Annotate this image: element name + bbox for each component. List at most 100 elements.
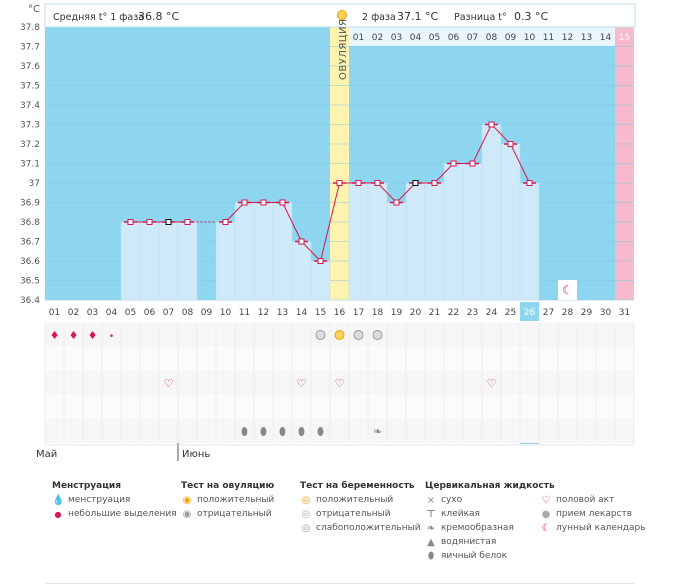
pregnancy-positive-icon: ◎ [301,495,311,506]
cycle-day-label: 29 [581,308,593,318]
temperature-bar [158,221,179,301]
symptom-row [45,347,634,371]
luteal-day-label: 02 [372,33,383,43]
luteal-day-label: 09 [505,33,517,43]
menstruation-drop-icon: ♦ [69,329,79,342]
luteal-day-label: 08 [486,33,498,43]
cervical-fluid-icon: ⬮ [279,425,286,438]
cycle-day-label: 15 [315,308,326,318]
cycle-day-label: 25 [505,308,516,318]
moon-cell [558,280,577,300]
sticky-icon: ⊤ [426,509,436,520]
legend-cervical-creamy: ❧ кремообразная [426,523,514,534]
today-marker [520,302,539,321]
temperature-point [279,199,286,206]
legend-ovulation-positive: ◉ положительный [182,495,275,506]
symptom-row [45,419,634,443]
luteal-day-label: 01 [353,33,364,43]
temperature-point [298,238,305,245]
legend-ovulation-test-title: Тест на овуляцию [181,481,275,491]
temperature-bar [519,182,540,301]
pill-icon: ● [541,509,551,520]
temperature-segment [510,143,530,184]
cycle-day-label: 28 [562,308,574,318]
symptom-row [45,395,634,419]
legend-cervical-dry: × сухо [426,495,463,506]
temperature-bar [405,182,426,301]
cycle-day-label: 30 [600,308,612,318]
temperature-bar [500,143,521,301]
eggwhite-icon: ⬮ [427,551,435,562]
ovulation-test-icon [315,330,326,340]
diff-label: Разница t° [454,12,507,23]
cycle-day-label: 08 [182,308,194,318]
creamy-icon: ❧ [426,523,436,534]
temperature-point [507,141,514,147]
small-drop-icon: ● [54,510,62,519]
drop-icon: 💧 [52,495,65,506]
legend-cervical-eggwhite: ⬮ яичный белок [425,551,507,562]
cycle-day-label: 13 [277,308,288,318]
temperature-point [165,219,172,225]
phase1-label: Средняя t° 1 фаза [53,12,144,23]
cervical-fluid-icon: ⬮ [241,425,248,438]
menstruation-drop-icon: ♦ [50,329,60,342]
luteal-day-label: 10 [524,33,536,43]
y-tick-label: 36.6 [20,257,40,267]
temperature-point [184,219,191,225]
y-tick-label: 37.1 [20,160,40,170]
cervical-fluid-icon: ⬮ [260,425,267,438]
temperature-point [336,180,343,186]
luteal-day-label: 03 [391,33,402,43]
bottom-divider [45,583,635,584]
temperature-point [393,199,400,206]
heart-icon: ♡ [487,377,497,390]
cycle-day-label: 02 [68,308,79,318]
ovulation-test-icon [353,330,364,340]
ovulation-sun-icon [337,10,347,20]
temperature-segment [396,182,416,203]
temperature-point [127,219,134,225]
legend-menstruation-title: Менструация [52,481,121,491]
ovulation-test-icon [334,330,345,340]
y-tick-label: 37.2 [20,140,40,150]
luteal-day-label: 07 [467,33,478,43]
temperature-bar [234,202,255,301]
legend-intercourse: ♡ половой акт [541,495,615,506]
ovulation-label: ОВУЛЯЦИЯ [338,19,349,81]
temperature-point [431,180,438,186]
temperature-bar [348,182,369,301]
heart-icon: ♡ [541,495,551,506]
temperature-bar [386,202,407,301]
cycle-day-label: 09 [201,308,213,318]
luteal-day-label: 14 [600,33,612,43]
temperature-segment [377,182,397,203]
temperature-point [488,121,495,128]
luteal-day-strip [349,27,615,46]
luteal-day-label: 04 [410,33,422,43]
cervical-fluid-icon: ⬮ [298,425,305,438]
legend-ovulation-negative: ◉ отрицательный [182,509,272,520]
cycle-day-label: 07 [163,308,174,318]
luteal-day-label: 11 [543,33,554,43]
temperature-point [374,180,381,186]
symptom-row [45,371,634,395]
unit-label: °C [28,4,40,15]
heart-icon: ♡ [297,377,307,390]
temperature-bar [139,221,160,301]
watery-icon: ▲ [427,537,435,548]
cycle-day-label: 16 [334,308,346,318]
cycle-day-label: 03 [87,308,98,318]
cycle-day-label: 12 [258,308,269,318]
temperature-point [412,180,419,186]
temperature-segment [320,182,340,262]
cycle-day-label: 17 [353,308,364,318]
y-tick-label: 36.7 [20,238,40,248]
cycle-day-label: 01 [49,308,60,318]
temperature-point [222,219,229,225]
cycle-day-label: 19 [391,308,403,318]
cycle-day-label: 27 [543,308,554,318]
legend-medication: ● прием лекарств [541,509,633,520]
luteal-day-label: 06 [448,33,460,43]
